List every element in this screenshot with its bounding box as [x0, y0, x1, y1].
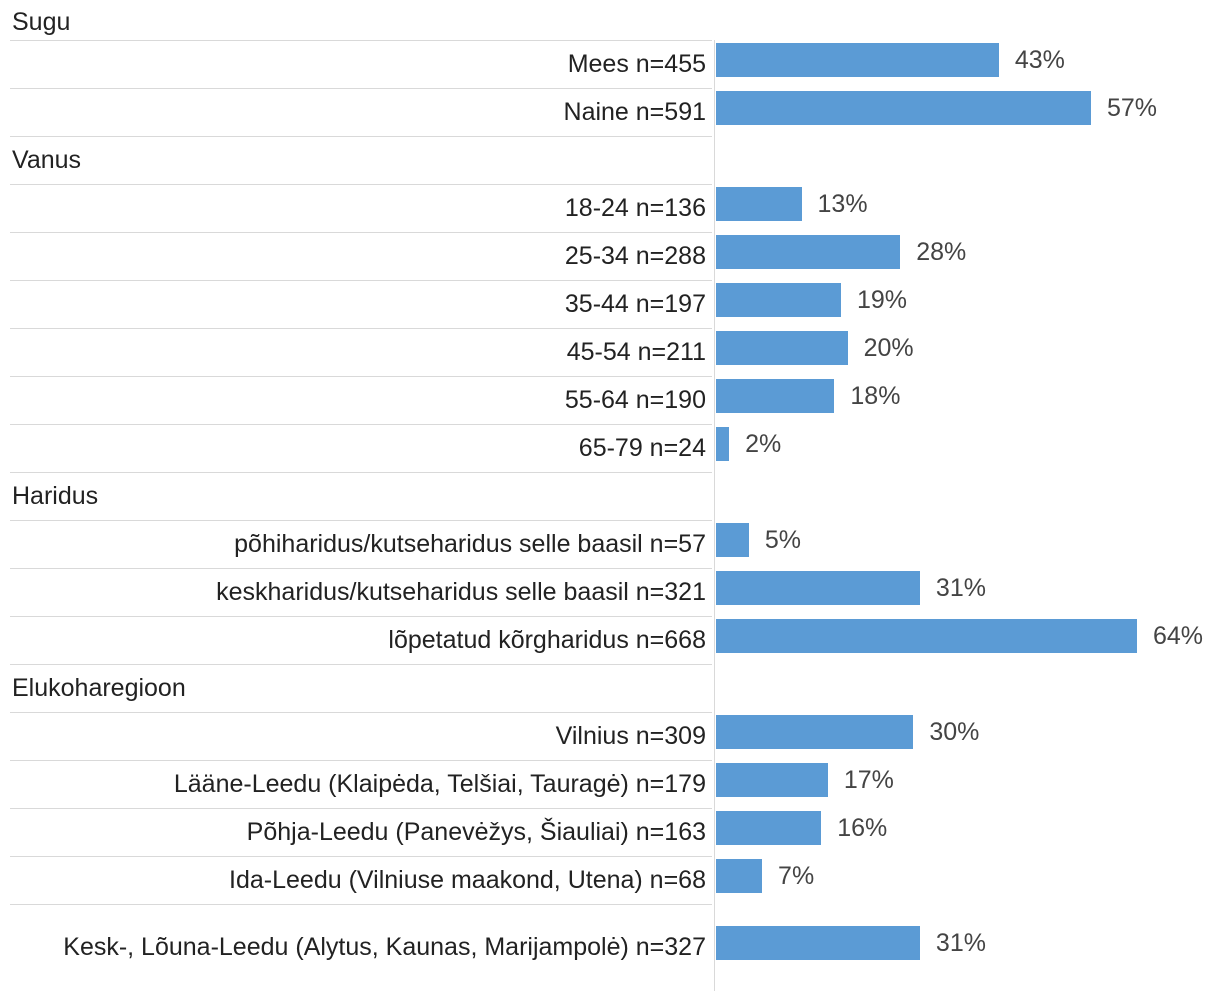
value-label: 2% [745, 430, 782, 458]
group-label: Elukoharegioon [12, 674, 186, 702]
category-label: 35-44 n=197 [564, 290, 706, 318]
bar [716, 187, 802, 221]
separator [10, 40, 712, 41]
value-label: 19% [856, 286, 908, 314]
bar [716, 91, 1091, 125]
value-label: 57% [1106, 94, 1157, 122]
category-label: Naine n=591 [563, 98, 706, 126]
bar [716, 331, 848, 365]
category-label: Ida-Leedu (Vilniuse maakond, Utena) n=68 [229, 866, 706, 894]
value-label: 17% [843, 766, 894, 794]
separator [10, 136, 712, 137]
category-label: Kesk-, Lõuna-Leedu (Alytus, Kaunas, Mari… [63, 933, 706, 961]
category-label: 55-64 n=190 [564, 386, 706, 414]
value-label: 7% [778, 862, 815, 890]
value-label: 64% [1153, 622, 1204, 650]
separator [10, 664, 712, 665]
separator [10, 376, 712, 377]
value-label: 28% [916, 238, 967, 266]
category-label: Mees n=455 [567, 50, 706, 78]
separator [10, 760, 712, 761]
separator [10, 520, 712, 521]
value-label: 16% [837, 814, 888, 842]
bar [716, 235, 901, 269]
category-label: Lääne-Leedu (Klaipėda, Telšiai, Tauragė)… [173, 770, 706, 798]
category-label: põhiharidus/kutseharidus selle baasil n=… [234, 530, 706, 558]
bar [716, 427, 730, 461]
bar [716, 43, 999, 77]
group-label: Haridus [12, 482, 99, 510]
category-label: 45-54 n=211 [566, 338, 706, 366]
bar [716, 763, 828, 797]
category-label: keskharidus/kutseharidus selle baasil n=… [216, 578, 706, 606]
separator [10, 616, 712, 617]
bar [716, 859, 763, 893]
value-label: 13% [817, 190, 868, 218]
separator [10, 568, 712, 569]
category-label: 18-24 n=136 [564, 194, 706, 222]
category-label: Vilnius n=309 [555, 722, 706, 750]
category-label: 65-79 n=24 [578, 434, 706, 462]
value-label: 5% [764, 526, 802, 554]
separator [10, 232, 712, 233]
category-label: Põhja-Leedu (Panevėžys, Šiauliai) n=163 [246, 818, 706, 846]
value-label: 31% [935, 574, 986, 602]
separator [10, 808, 712, 809]
bar [716, 926, 920, 960]
bar [716, 619, 1137, 653]
separator [10, 904, 712, 905]
separator [10, 424, 712, 425]
bar [716, 811, 822, 845]
value-label: 43% [1014, 46, 1065, 74]
category-label: 25-34 n=288 [564, 242, 706, 270]
value-label: 30% [929, 718, 980, 746]
category-label: lõpetatud kõrgharidus n=668 [388, 626, 706, 654]
separator [10, 712, 712, 713]
separator [10, 184, 712, 185]
bar [716, 283, 841, 317]
value-label: 31% [935, 929, 986, 957]
bar [716, 523, 749, 557]
bar [716, 379, 835, 413]
group-label: Sugu [12, 8, 71, 36]
separator [10, 472, 712, 473]
separator [10, 328, 712, 329]
bar [716, 715, 914, 749]
value-label: 20% [863, 334, 914, 362]
value-label: 18% [850, 382, 901, 410]
separator [10, 280, 712, 281]
separator [10, 856, 712, 857]
axis-line [714, 40, 715, 991]
group-label: Vanus [12, 146, 82, 174]
separator [10, 88, 712, 89]
bar [716, 571, 920, 605]
